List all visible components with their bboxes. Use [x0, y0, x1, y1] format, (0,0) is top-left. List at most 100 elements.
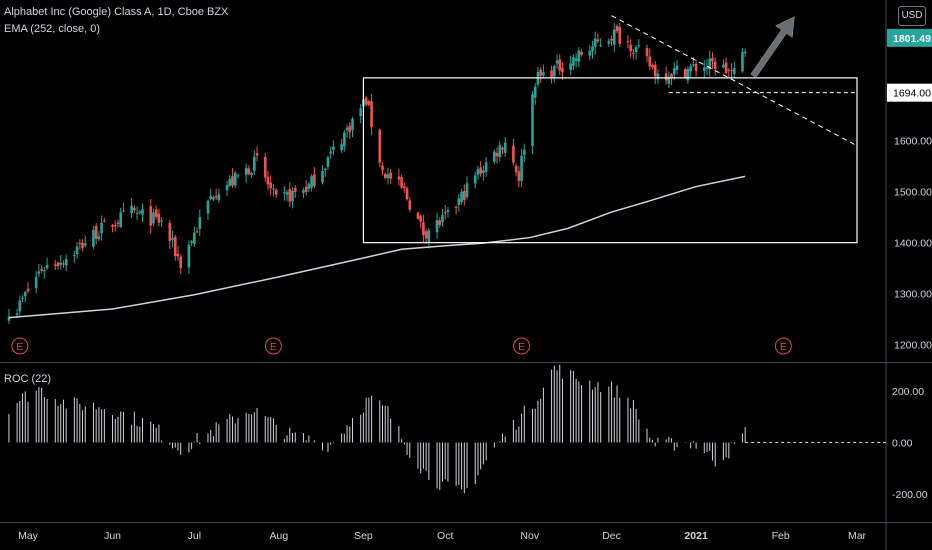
- candle-body: [610, 38, 613, 41]
- candle-body: [247, 168, 251, 175]
- price-tick-label: 1300.00: [894, 289, 932, 301]
- candle-body: [255, 153, 259, 156]
- candle-body: [193, 232, 196, 244]
- candle-body: [645, 48, 649, 57]
- roc-tick-label: 200.00: [892, 386, 924, 398]
- candle-body: [692, 64, 695, 66]
- level-label: 1694.00: [893, 88, 931, 100]
- candle-body: [675, 65, 679, 71]
- candle-body: [441, 214, 444, 223]
- candle-body: [64, 259, 68, 266]
- earnings-marker: E: [264, 337, 282, 355]
- candle-body: [569, 63, 572, 71]
- candle-body: [533, 86, 537, 98]
- candle-body: [503, 142, 507, 153]
- candle-body: [291, 190, 294, 202]
- last-price-badge: [887, 28, 932, 47]
- candle-body: [686, 68, 690, 81]
- earnings-marker-label: E: [780, 341, 787, 353]
- time-tick-label: May: [18, 530, 39, 542]
- candle-body: [672, 68, 676, 75]
- candle-body: [473, 175, 477, 184]
- candle-body: [348, 126, 352, 133]
- candle-body: [599, 45, 602, 47]
- candle-body: [217, 194, 221, 201]
- candle-body: [550, 70, 553, 78]
- candle-body: [664, 73, 668, 81]
- candle-body: [667, 76, 671, 84]
- candle-body: [83, 243, 87, 246]
- time-tick-label: Aug: [270, 530, 289, 542]
- candle-body: [403, 186, 406, 189]
- roc-bars-group: [8, 364, 746, 494]
- candle-body: [176, 253, 180, 257]
- time-tick-label: Dec: [602, 530, 621, 542]
- candle-body: [133, 207, 136, 211]
- candle-body: [484, 162, 488, 172]
- candle-body: [288, 188, 292, 202]
- candle-body: [694, 63, 698, 72]
- candle-body: [476, 169, 480, 176]
- candle-body: [607, 40, 611, 44]
- candle-body: [250, 173, 253, 176]
- candle-body: [40, 268, 43, 271]
- candle-body: [632, 52, 635, 54]
- candle-body: [329, 151, 332, 154]
- candle-body: [269, 182, 273, 189]
- candle-body: [321, 171, 324, 183]
- candle-body: [92, 229, 95, 247]
- candle-body: [285, 192, 289, 195]
- roc-tick-label: 0.00: [892, 438, 913, 450]
- candle-body: [629, 44, 632, 52]
- candle-body: [730, 70, 733, 72]
- candle-body: [479, 167, 482, 174]
- candle-body: [122, 210, 125, 212]
- candle-body: [558, 59, 562, 71]
- candle-body: [15, 313, 19, 315]
- candle-body: [18, 300, 22, 312]
- candle-body: [383, 173, 387, 178]
- candle-body: [332, 146, 335, 150]
- candle-body: [81, 242, 84, 248]
- candle-body: [651, 65, 654, 68]
- candle-body: [446, 209, 450, 212]
- candle-body: [634, 47, 638, 53]
- ema-line: [8, 175, 746, 319]
- price-tick-label: 1200.00: [894, 340, 932, 352]
- candle-body: [618, 27, 622, 44]
- candle-body: [111, 224, 114, 227]
- candle-body: [168, 222, 172, 241]
- time-tick-label: 2021: [684, 530, 708, 542]
- candle-body: [113, 224, 117, 226]
- candle-body: [520, 155, 523, 182]
- candle-body: [340, 144, 343, 151]
- candle-body: [274, 189, 278, 195]
- candle-body: [514, 165, 518, 173]
- candle-body: [689, 66, 692, 72]
- candle-body: [722, 64, 725, 68]
- candle-body: [460, 191, 463, 203]
- earnings-marker-circle: [774, 337, 792, 355]
- earnings-marker-label: E: [518, 341, 525, 353]
- candle-body: [116, 222, 120, 224]
- price-tick-label: 1500.00: [894, 187, 932, 199]
- candle-body: [119, 212, 123, 228]
- candle-body: [34, 277, 38, 288]
- earnings-marker-circle: [513, 337, 531, 355]
- up-arrow-icon: [750, 16, 795, 79]
- candle-body: [577, 50, 581, 62]
- candle-body: [21, 297, 24, 299]
- candle-body: [422, 222, 425, 236]
- candle-body: [135, 212, 139, 214]
- candle-body: [741, 52, 744, 72]
- candle-body: [302, 190, 305, 193]
- candle-body: [493, 151, 496, 162]
- time-tick-label: Feb: [772, 530, 790, 542]
- currency-button[interactable]: USD: [898, 6, 926, 26]
- candle-body: [591, 46, 594, 52]
- candle-body: [593, 38, 597, 47]
- candle-body: [171, 238, 174, 240]
- level-label-badge: [887, 83, 932, 102]
